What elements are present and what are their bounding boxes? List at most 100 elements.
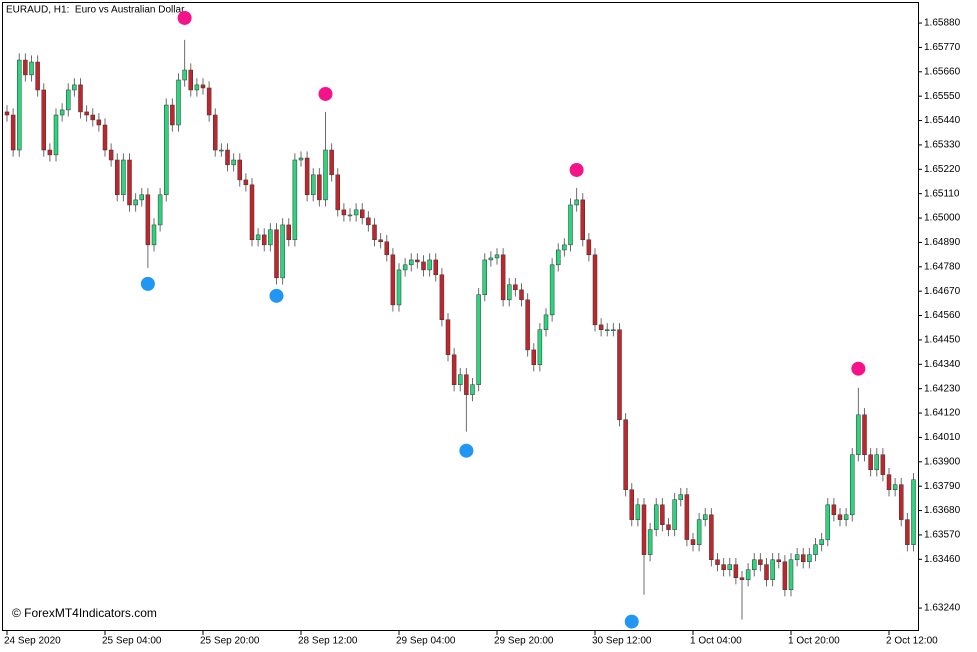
y-tick-label: 1.63900 (924, 456, 961, 467)
candle-body (458, 374, 463, 385)
y-tick-label: 1.64450 (924, 335, 961, 346)
candle-body (727, 564, 732, 570)
candle-body (72, 84, 77, 91)
x-tick-label: 30 Sep 12:00 (592, 636, 652, 647)
x-tick-label: 28 Sep 12:00 (298, 636, 358, 647)
candle-body (794, 554, 800, 561)
candle-body (292, 159, 298, 241)
y-tick-label: 1.65880 (924, 18, 961, 29)
candle-body (831, 504, 837, 516)
candle-body (819, 539, 824, 545)
candle-body (213, 114, 218, 151)
y-tick-label: 1.65660 (924, 66, 961, 77)
candle-body (66, 89, 71, 111)
signal-dot (318, 86, 333, 101)
y-tick-label: 1.64340 (924, 359, 961, 370)
candle-body (899, 484, 904, 520)
candle-body (488, 257, 494, 261)
candle-body (507, 284, 512, 301)
x-tick-label: 24 Sep 2020 (4, 636, 61, 647)
candle-body (905, 519, 910, 545)
candle-body (519, 289, 524, 301)
candle-body (433, 259, 438, 276)
candle-body (892, 484, 898, 490)
candle-body (684, 494, 690, 540)
candle-body (29, 61, 34, 76)
candle-body (335, 174, 340, 211)
candle-body (580, 199, 585, 241)
candle-body (629, 489, 634, 520)
candle-body (549, 264, 555, 316)
candle-body (886, 474, 892, 490)
candle-body (115, 159, 120, 196)
candle-body (494, 254, 500, 259)
candle-body (568, 204, 573, 246)
candle-body (84, 111, 89, 116)
candle-body (537, 329, 543, 365)
candle-body (17, 59, 22, 151)
candle-body (696, 519, 702, 545)
candle-body (868, 454, 873, 471)
candle-body (476, 294, 481, 385)
candle-body (445, 319, 451, 356)
candle-body (807, 554, 812, 562)
candle-body (739, 577, 745, 580)
candle-body (384, 241, 389, 256)
candle-body (59, 109, 65, 116)
candle-body (90, 114, 95, 121)
y-tick-label: 1.64670 (924, 286, 961, 297)
candle-body (206, 87, 212, 116)
candle-body (23, 59, 28, 76)
candle-body (35, 61, 40, 91)
candle-body (298, 157, 304, 161)
candle-body (666, 524, 671, 530)
x-tick-label: 29 Sep 04:00 (396, 636, 456, 647)
candle-body (415, 259, 420, 263)
y-tick-label: 1.64120 (924, 408, 961, 419)
candle-body (500, 254, 506, 301)
candle-body (709, 514, 714, 561)
candle-body (813, 544, 818, 555)
candle-body (170, 104, 175, 126)
candle-body (837, 514, 843, 520)
candle-body (850, 454, 855, 516)
signal-dot (851, 361, 866, 376)
candle-body (703, 514, 708, 520)
y-tick-label: 1.63570 (924, 530, 961, 541)
candle-body (133, 199, 138, 206)
candle-body (237, 159, 242, 181)
candle-body (47, 149, 53, 156)
candle-body (402, 264, 408, 271)
x-tick-label: 1 Oct 20:00 (788, 636, 840, 647)
candle-body (911, 479, 916, 545)
y-tick-label: 1.63790 (924, 481, 961, 492)
candle-body (874, 454, 879, 471)
candle-body (525, 299, 530, 351)
candle-body (262, 234, 267, 246)
candle-body (605, 329, 610, 331)
candle-body (176, 79, 181, 126)
candle-body (139, 194, 144, 201)
candle-body (280, 224, 285, 279)
candle-body (4, 111, 10, 116)
candle-body (102, 124, 108, 151)
candle-body (672, 499, 677, 530)
candle-body (635, 504, 641, 520)
candle-body (598, 324, 604, 330)
candle-body (188, 69, 193, 91)
candle-body (764, 564, 769, 580)
candle-body (194, 84, 200, 91)
candle-body (862, 414, 867, 455)
candle-body (758, 559, 763, 565)
y-tick-label: 1.65220 (924, 164, 961, 175)
candle-body (654, 504, 659, 530)
candle-body (225, 149, 230, 166)
candle-body (41, 89, 46, 151)
candle-body (641, 504, 647, 555)
candle-body (843, 514, 849, 520)
candle-body (372, 224, 377, 241)
candle-body (721, 564, 726, 570)
y-tick-label: 1.65110 (924, 188, 960, 199)
candle-body (574, 199, 579, 206)
x-tick-label: 2 Oct 12:00 (886, 636, 938, 647)
